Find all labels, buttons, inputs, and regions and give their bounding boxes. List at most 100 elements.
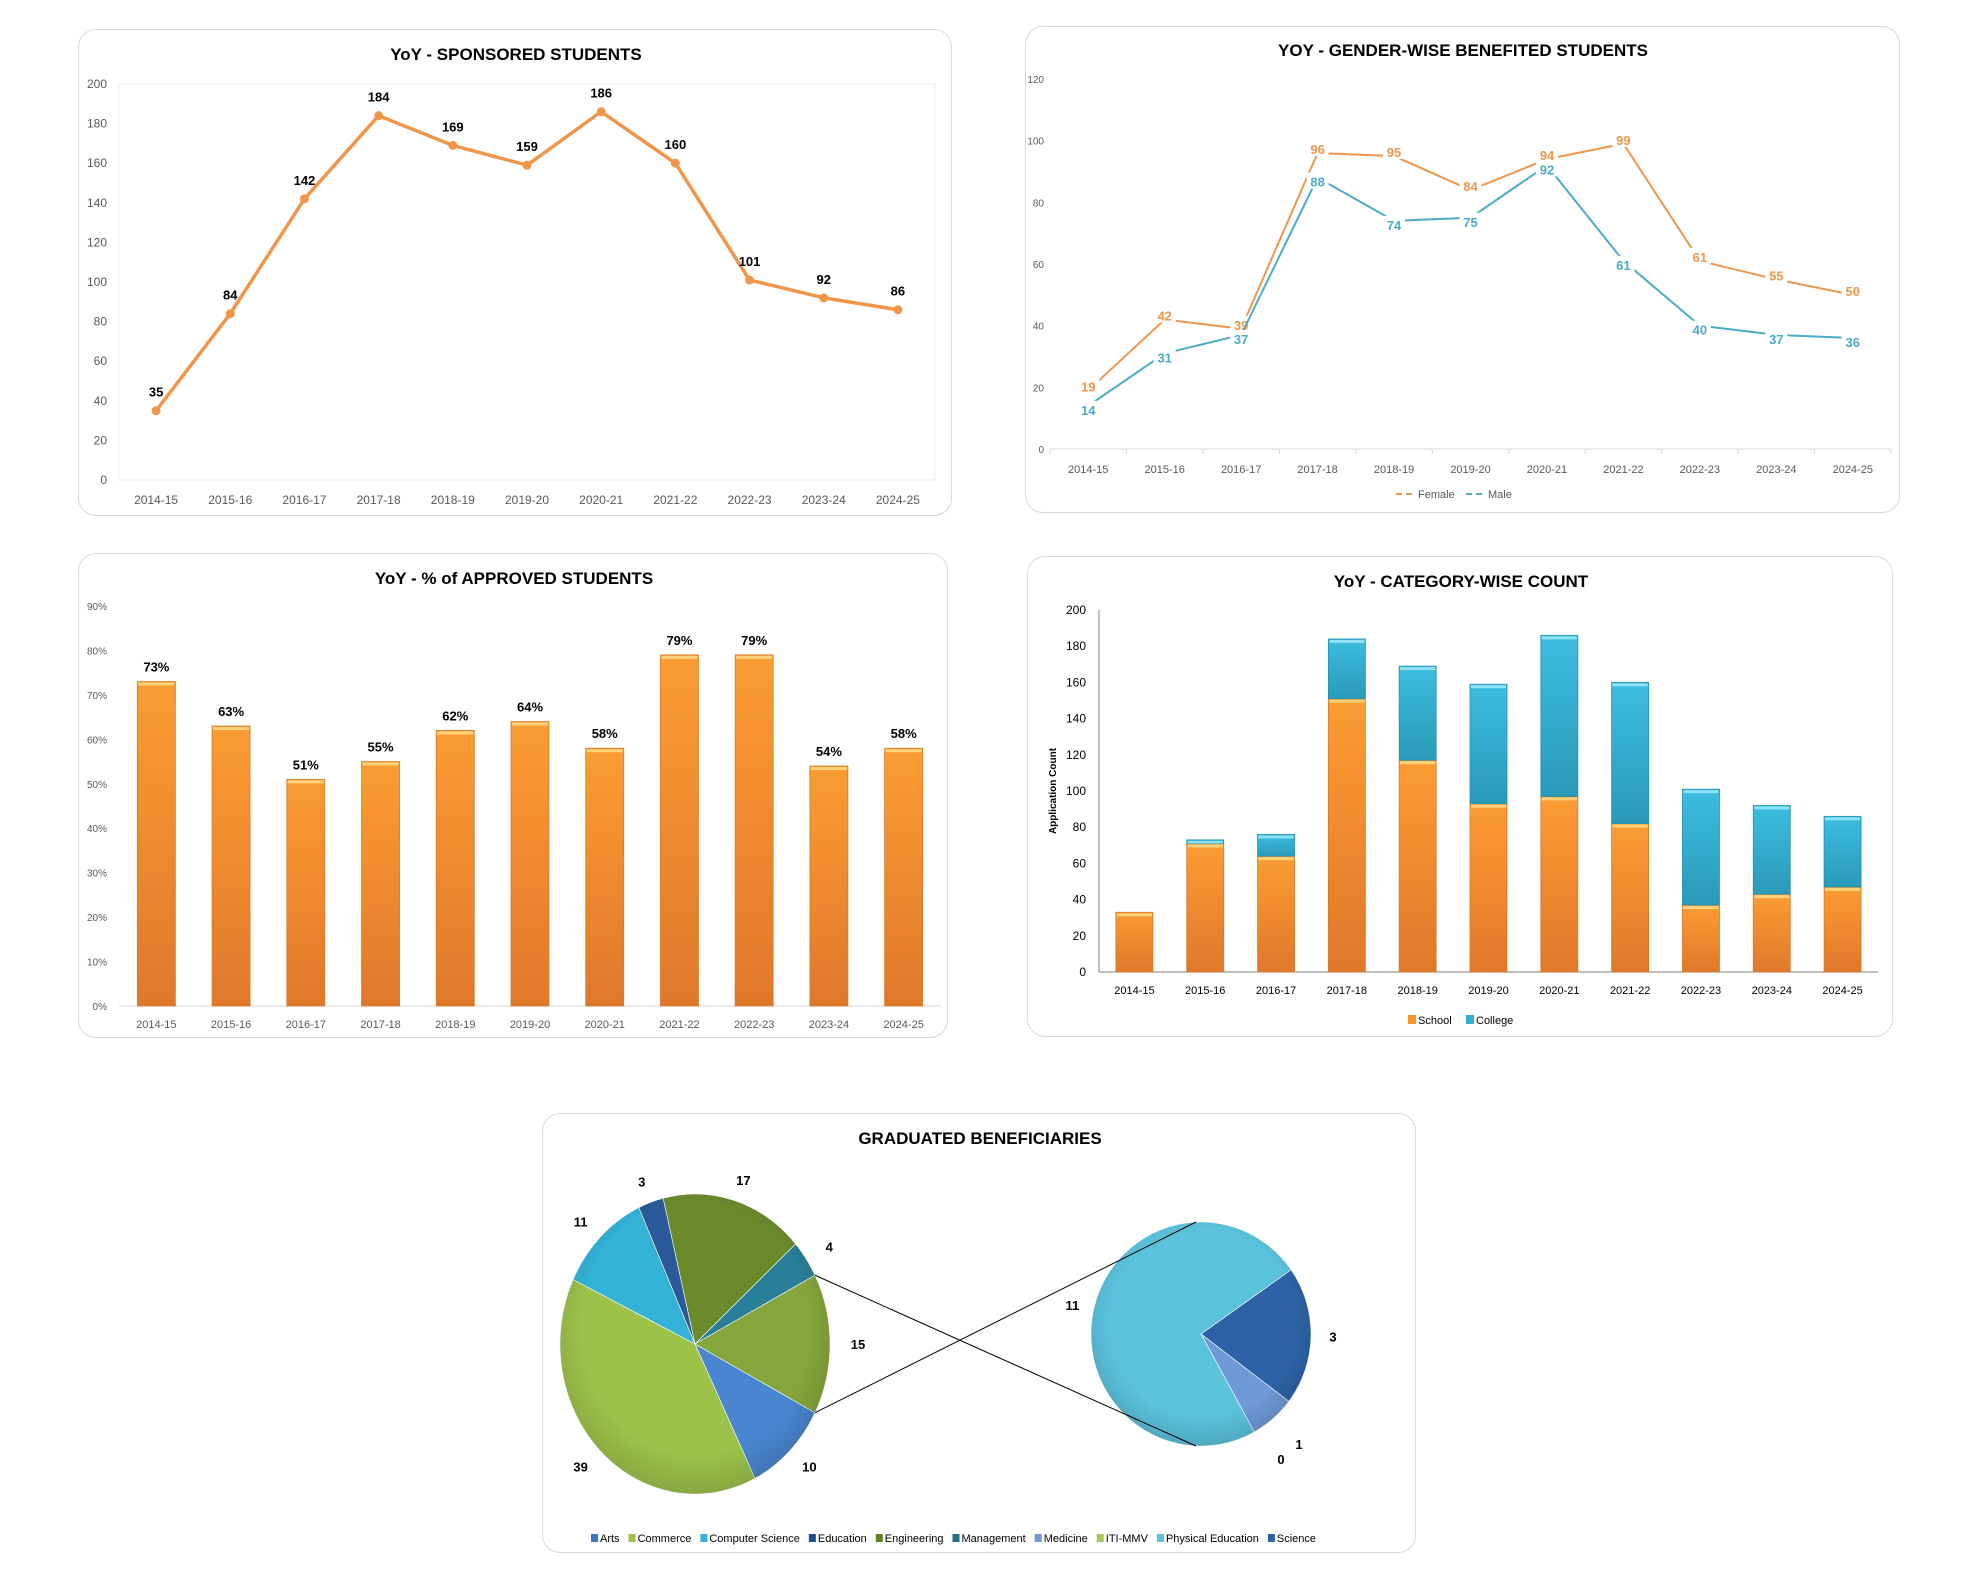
- bar-segment-college: [1469, 683, 1508, 805]
- data-label: 3: [1329, 1329, 1336, 1344]
- legend-label: Physical Education: [1166, 1533, 1259, 1545]
- data-point: [299, 194, 309, 204]
- legend-label: Management: [962, 1533, 1026, 1545]
- x-tick-label: 2020-21: [1527, 464, 1567, 476]
- bar-segment-highlight: [1683, 906, 1719, 910]
- sponsored-students-chart-panel: YoY - SPONSORED STUDENTS 0 20 40 60 80 100 120 1…: [78, 29, 952, 516]
- bar-segment-school: [1823, 886, 1862, 973]
- bar-segment-school: [1611, 823, 1650, 973]
- bar-highlight: [885, 749, 922, 753]
- bar-highlight: [512, 722, 548, 726]
- bar: [435, 730, 475, 1007]
- data-label-bg: [1383, 143, 1406, 160]
- data-label: 84: [223, 288, 238, 303]
- y-tick-label: 120: [1027, 75, 1044, 86]
- bar-segment-highlight: [1612, 824, 1648, 828]
- y-tick-label: 200: [87, 77, 107, 91]
- bar-segment-school: [1186, 843, 1225, 973]
- data-label: 4: [826, 1239, 834, 1254]
- x-tick-label: 2015-16: [211, 1019, 251, 1031]
- y-tick-label: 60%: [87, 735, 107, 746]
- data-label-bg: [1077, 377, 1100, 394]
- connector-line-top: [814, 1221, 1197, 1414]
- bar: [660, 654, 699, 1007]
- chart-title: YoY - CATEGORY-WISE COUNT: [1334, 572, 1589, 591]
- bar-segment-college: [1540, 634, 1579, 797]
- data-label: 55%: [368, 740, 394, 755]
- x-tick-label: 2016-17: [286, 1019, 326, 1031]
- bar-highlight: [287, 780, 324, 784]
- bar-segment-college: [1327, 638, 1366, 700]
- data-label-bg: [1230, 329, 1253, 346]
- data-point: [670, 158, 680, 168]
- x-tick-label: 2019-20: [505, 493, 549, 507]
- data-point: [745, 275, 755, 285]
- bar-segment-school: [1540, 796, 1579, 973]
- graduated-beneficiaries-chart-panel: GRADUATED BENEFICIARIES 10 39 11 3 17 4 15 3 1 0 11…: [542, 1113, 1416, 1553]
- bar-highlight: [810, 767, 847, 770]
- legend-swatch: [808, 1534, 816, 1542]
- data-label: 14: [1081, 403, 1096, 418]
- data-label: 61: [1693, 250, 1707, 265]
- data-label: 39: [573, 1460, 587, 1475]
- bar-segment-college: [1752, 805, 1791, 895]
- bar-segment-highlight: [1754, 806, 1790, 810]
- graduated-beneficiaries-chart: GRADUATED BENEFICIARIES 10 39 11 3 17 4 15 3 10 11…: [559, 1129, 1337, 1545]
- bar-segment-college: [1257, 834, 1295, 857]
- bar-segment-highlight: [1258, 857, 1294, 861]
- legend-swatch: [591, 1534, 598, 1542]
- bar-highlight: [138, 682, 175, 686]
- legend-label: Computer Science: [709, 1533, 800, 1545]
- chart-title: YoY - SPONSORED STUDENTS: [390, 45, 642, 64]
- y-tick-label: 40: [1073, 893, 1087, 907]
- bar-segment-highlight: [1258, 835, 1294, 839]
- y-tick-label: 20%: [87, 913, 107, 924]
- legend-label-female: Female: [1418, 489, 1455, 501]
- data-point: [522, 160, 532, 170]
- x-tick-label: 2021-22: [653, 493, 697, 507]
- data-label: 40: [1693, 323, 1707, 338]
- x-tick-label: 2019-20: [510, 1019, 550, 1031]
- bar: [884, 747, 924, 1007]
- bar: [734, 654, 774, 1007]
- data-label: 96: [1310, 142, 1324, 157]
- legend-swatch-school: [1408, 1015, 1416, 1024]
- y-tick-label: 60: [1033, 260, 1045, 271]
- legend-swatch: [1156, 1534, 1164, 1542]
- data-label: 74: [1387, 218, 1402, 233]
- data-label-bg: [1306, 172, 1329, 189]
- x-tick-label: 2014-15: [134, 493, 178, 507]
- x-tick-label: 2017-18: [1297, 464, 1337, 476]
- x-tick-label: 2014-15: [136, 1019, 176, 1031]
- legend-label-school: School: [1418, 1015, 1452, 1027]
- data-label: 169: [442, 119, 464, 134]
- y-tick-label: 0: [1038, 445, 1044, 456]
- data-label: 3: [638, 1174, 645, 1189]
- bar-segment-highlight: [1683, 790, 1719, 794]
- data-point: [819, 293, 829, 303]
- data-label: 11: [574, 1214, 588, 1229]
- data-label: 63%: [218, 704, 244, 719]
- y-tick-label: 50%: [87, 780, 107, 791]
- legend-label: Engineering: [885, 1533, 944, 1545]
- y-axis-title: Application Count: [1048, 747, 1059, 834]
- x-tick-label: 2022-23: [1680, 464, 1720, 476]
- plot-area: [118, 83, 936, 481]
- series-line-male: [1087, 163, 1853, 407]
- y-tick-label: 120: [87, 235, 107, 249]
- bar: [809, 765, 849, 1007]
- x-tick-label: 2022-23: [1681, 985, 1721, 997]
- data-point: [374, 111, 384, 121]
- chart-title: YOY - GENDER-WISE BENEFITED STUDENTS: [1278, 41, 1648, 60]
- x-tick-label: 2017-18: [360, 1019, 400, 1031]
- data-label: 159: [516, 139, 538, 154]
- pie-shading: [560, 1194, 830, 1494]
- data-label-bg: [1535, 160, 1558, 177]
- data-label-bg: [1383, 215, 1406, 232]
- legend-label: ITI-MMV: [1106, 1533, 1149, 1545]
- x-tick-label: 2014-15: [1068, 464, 1108, 476]
- data-label-bg: [1153, 306, 1176, 323]
- y-tick-label: 200: [1066, 603, 1086, 617]
- y-tick-label: 10%: [87, 958, 107, 969]
- bar-segment-highlight: [1471, 685, 1506, 689]
